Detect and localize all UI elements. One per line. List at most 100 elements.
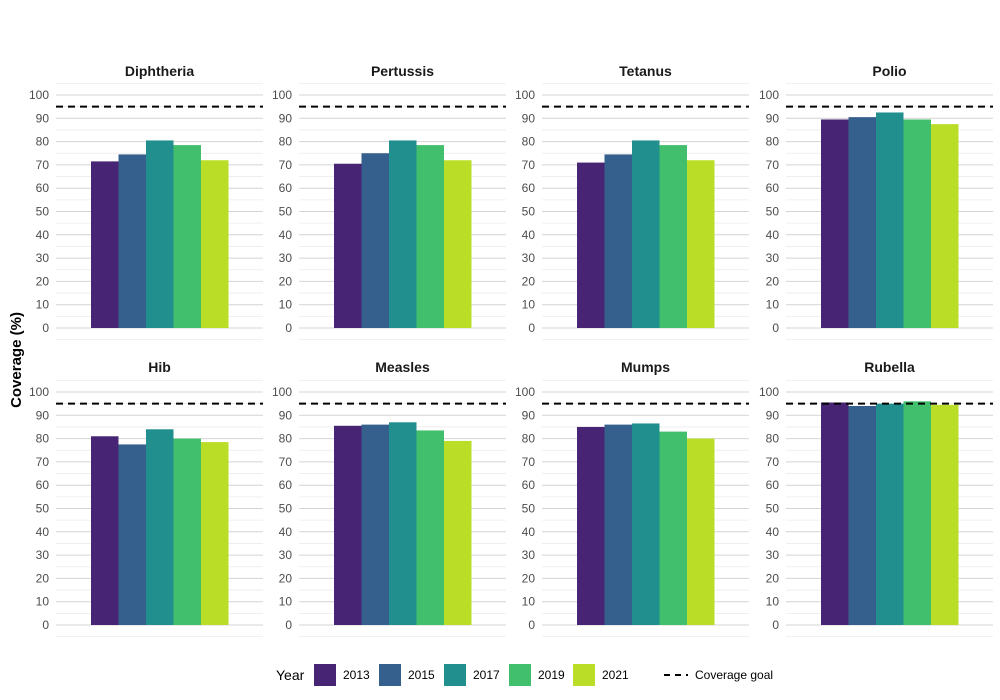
bar-polio-2015 (848, 117, 876, 328)
y-tick-label: 40 (279, 525, 293, 539)
y-tick-label: 70 (279, 158, 293, 172)
y-tick-label: 70 (522, 158, 536, 172)
bar-tetanus-2013 (577, 162, 605, 328)
bar-tetanus-2021 (687, 160, 715, 328)
bar-rubella-2015 (848, 405, 876, 625)
bar-measles-2019 (416, 430, 444, 625)
legend-label-2021: 2021 (602, 668, 629, 682)
bar-mumps-2017 (632, 423, 660, 625)
bar-diphtheria-2019 (173, 145, 201, 328)
y-tick-label: 20 (522, 274, 536, 288)
y-tick-label: 80 (766, 432, 780, 446)
y-tick-label: 50 (279, 205, 293, 219)
y-tick-label: 0 (285, 321, 292, 335)
panel-title-hib: Hib (148, 359, 171, 375)
bar-diphtheria-2021 (201, 160, 229, 328)
y-tick-label: 10 (279, 298, 293, 312)
bar-rubella-2013 (821, 402, 849, 625)
panel-diphtheria: Diphtheria 0 10 20 30 40 50 60 70 80 90 100 (29, 63, 263, 341)
y-tick-label: 0 (528, 321, 535, 335)
legend-label-2015: 2015 (408, 668, 435, 682)
y-tick-label: 40 (522, 525, 536, 539)
y-tick-label: 20 (36, 571, 50, 585)
bar-polio-2019 (903, 119, 931, 328)
panel-title-diphtheria: Diphtheria (125, 63, 194, 79)
y-tick-label: 30 (279, 251, 293, 265)
y-tick-label: 0 (772, 618, 779, 632)
y-tick-label: 0 (772, 321, 779, 335)
y-tick-label: 80 (279, 135, 293, 149)
panel-hib: Hib 0 10 20 30 40 50 60 70 80 90 100 (29, 359, 263, 638)
y-tick-label: 0 (528, 618, 535, 632)
panel-title-tetanus: Tetanus (619, 63, 672, 79)
y-tick-label: 60 (522, 478, 536, 492)
bar-rubella-2019 (903, 401, 931, 625)
legend-swatch-2015 (379, 664, 401, 686)
y-tick-label: 70 (279, 455, 293, 469)
panel-title-mumps: Mumps (621, 359, 670, 375)
y-tick-label: 50 (36, 502, 50, 516)
y-tick-label: 80 (522, 135, 536, 149)
panel-title-polio: Polio (872, 63, 906, 79)
bar-tetanus-2017 (632, 140, 660, 328)
y-tick-label: 90 (279, 111, 293, 125)
y-tick-label: 90 (279, 408, 293, 422)
y-tick-label: 10 (36, 595, 50, 609)
panel-tetanus: Tetanus 0 10 20 30 40 50 60 70 80 90 100 (515, 63, 749, 341)
y-tick-label: 30 (766, 548, 780, 562)
y-tick-label: 100 (29, 385, 49, 399)
y-tick-label: 30 (522, 548, 536, 562)
y-tick-label: 100 (759, 385, 779, 399)
y-tick-label: 40 (522, 228, 536, 242)
panel-mumps: Mumps 0 10 20 30 40 50 60 70 80 90 100 (515, 359, 749, 638)
bar-tetanus-2019 (659, 145, 687, 328)
y-tick-label: 40 (766, 525, 780, 539)
y-tick-label: 80 (36, 135, 50, 149)
y-tick-label: 30 (36, 548, 50, 562)
bar-hib-2017 (146, 429, 174, 625)
y-tick-label: 70 (36, 158, 50, 172)
y-tick-label: 20 (766, 571, 780, 585)
y-tick-label: 0 (42, 321, 49, 335)
legend-label-2013: 2013 (343, 668, 370, 682)
panel-pertussis: Pertussis 0 10 20 30 40 50 60 70 80 90 100 (272, 63, 506, 341)
bar-tetanus-2015 (604, 154, 632, 328)
y-tick-label: 50 (36, 205, 50, 219)
y-tick-label: 40 (36, 525, 50, 539)
panel-measles: Measles 0 10 20 30 40 50 60 70 80 90 100 (272, 359, 506, 638)
y-tick-label: 30 (522, 251, 536, 265)
y-tick-label: 20 (522, 571, 536, 585)
legend-swatch-2013 (314, 664, 336, 686)
bar-mumps-2021 (687, 438, 715, 625)
y-tick-label: 80 (766, 135, 780, 149)
bar-rubella-2017 (876, 403, 904, 625)
y-tick-label: 50 (766, 502, 780, 516)
y-tick-label: 20 (279, 571, 293, 585)
bar-hib-2015 (118, 444, 146, 625)
panel-title-rubella: Rubella (864, 359, 915, 375)
y-tick-label: 90 (36, 111, 50, 125)
y-tick-label: 100 (272, 88, 292, 102)
legend-swatch-2019 (509, 664, 531, 686)
legend-label-2019: 2019 (538, 668, 565, 682)
bar-hib-2021 (201, 442, 229, 625)
y-tick-label: 20 (279, 274, 293, 288)
bar-pertussis-2021 (444, 160, 472, 328)
bar-measles-2017 (389, 422, 417, 625)
panel-rubella: Rubella 0 10 20 30 40 50 60 70 80 90 100 (759, 359, 993, 638)
y-tick-label: 10 (522, 595, 536, 609)
y-tick-label: 90 (766, 111, 780, 125)
y-tick-label: 100 (759, 88, 779, 102)
y-tick-label: 30 (279, 548, 293, 562)
bar-measles-2021 (444, 440, 472, 625)
y-tick-label: 50 (522, 205, 536, 219)
panel-polio: Polio 0 10 20 30 40 50 60 70 80 90 100 (759, 63, 993, 341)
bar-polio-2017 (876, 112, 904, 328)
legend-title: Year (276, 667, 305, 683)
y-tick-label: 60 (36, 181, 50, 195)
y-tick-label: 60 (279, 181, 293, 195)
bar-diphtheria-2013 (91, 161, 119, 328)
panels-group: Diphtheria0102030405060708090100Pertussi… (29, 63, 993, 638)
bar-diphtheria-2017 (146, 140, 174, 328)
